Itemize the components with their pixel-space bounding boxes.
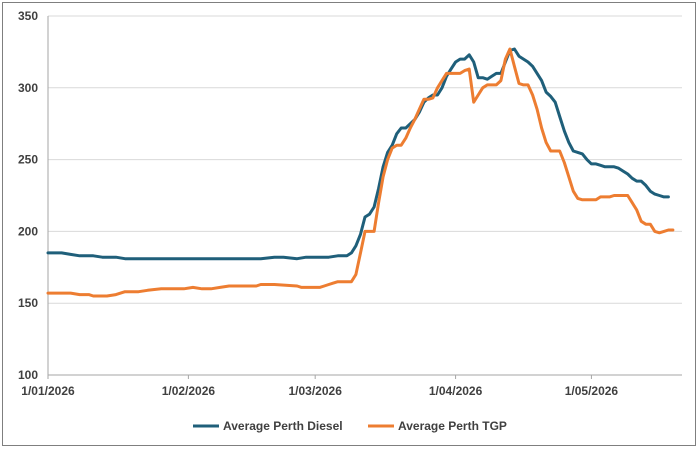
legend: Average Perth Diesel Average Perth TGP [193,419,507,433]
y-tick-label: 350 [18,9,38,23]
x-tick-label: 1/01/2026 [21,384,75,398]
x-tick-label: 1/03/2026 [288,384,342,398]
y-tick-label: 250 [18,153,38,167]
y-axis-tick-labels: 100 150 200 250 300 350 [18,9,38,382]
x-axis-tick-labels: 1/01/2026 1/02/2026 1/03/2026 1/04/2026 1/05… [21,384,618,398]
series-line-diesel [46,47,670,261]
gridlines [48,15,682,304]
x-tick-label: 1/04/2026 [429,384,483,398]
line-chart: 1/01/2026 1/02/2026 1/03/2026 1/04/2026 1/05… [18,9,682,433]
axes [47,16,682,379]
x-tick-label: 1/02/2026 [162,384,216,398]
legend-label-diesel: Average Perth Diesel [223,419,343,433]
y-tick-label: 300 [18,81,38,95]
x-tick-label: 1/05/2026 [565,384,619,398]
y-tick-label: 150 [18,296,38,310]
y-tick-label: 100 [18,368,38,382]
y-tick-label: 200 [18,224,38,238]
legend-label-tgp: Average Perth TGP [398,419,507,433]
chart-frame: 1/01/2026 1/02/2026 1/03/2026 1/04/2026 1/05… [2,2,696,446]
series-lines [46,47,675,298]
series-line-tgp [46,47,675,298]
